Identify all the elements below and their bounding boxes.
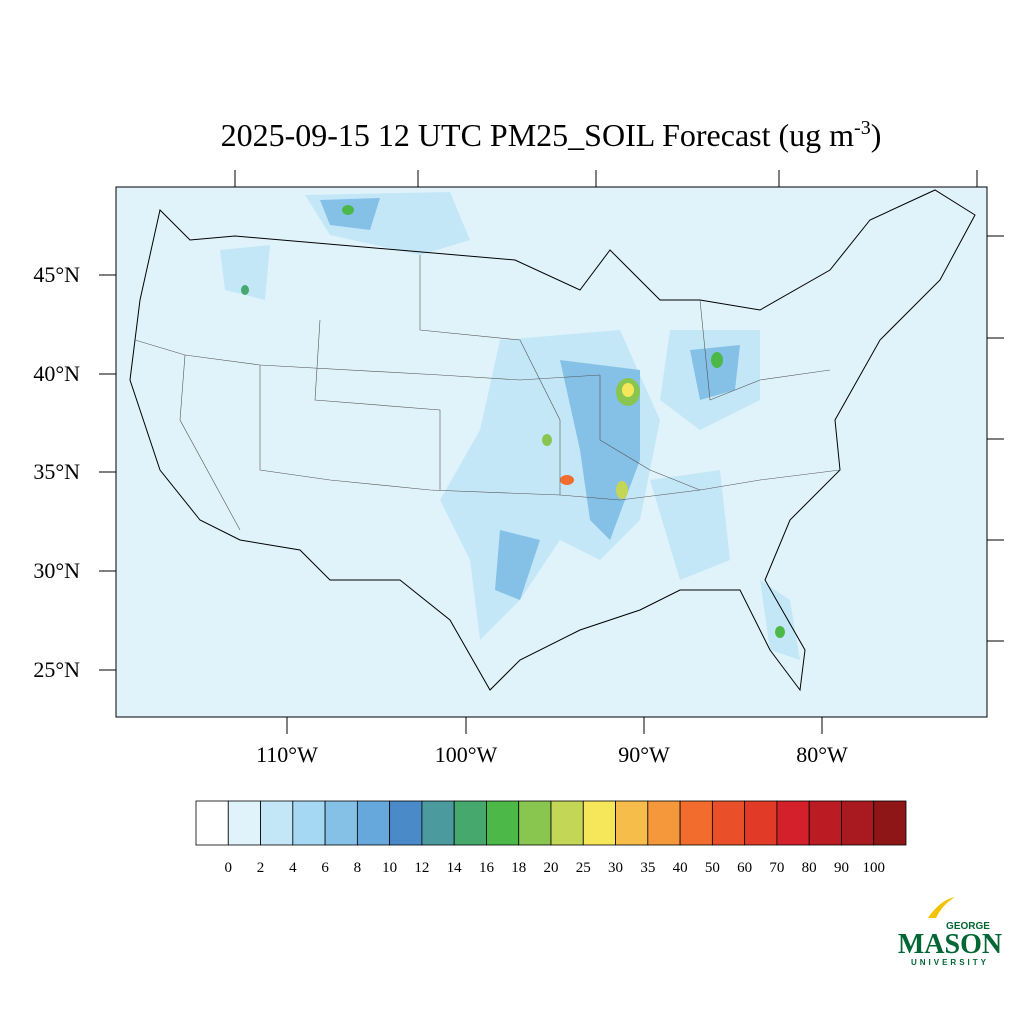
latitude-label: 25°N [33,657,80,682]
colorbar-label: 80 [802,860,817,876]
colorbar-label: 0 [225,860,233,876]
map [99,170,1004,734]
colorbar-label: 18 [511,860,526,876]
longitude-label: 80°W [796,742,848,767]
colorbar-label: 35 [640,860,655,876]
colorbar-box [195,800,229,846]
colorbar-box [873,800,907,846]
title-close: ) [871,117,882,153]
colorbar-box [582,800,616,846]
colorbar-box [679,800,713,846]
colorbar-box [292,800,326,846]
colorbar-label: 40 [673,860,688,876]
latitude-label: 45°N [33,262,80,287]
colorbar-label: 14 [447,860,463,876]
colorbar-box [260,800,294,846]
logo: GEORGE MASON UNIVERSITY [898,897,1002,967]
latitude-label: 35°N [33,459,80,484]
state-borders [134,255,841,531]
coastline [129,189,976,692]
colorbar-box [711,800,746,846]
logo-line1: GEORGE [946,921,990,932]
title: 2025-09-15 12 UTC PM25_SOIL Forecast (ug… [221,117,882,153]
colorbar-box [227,800,261,846]
longitude-label: 100°W [435,742,498,767]
colorbar-label: 50 [705,860,720,876]
frame-ticks [99,170,1004,734]
colorbar-label: 60 [737,860,752,876]
colorbar-label: 30 [608,860,623,876]
colorbar-label: 4 [289,860,297,876]
latitude-label: 30°N [33,558,80,583]
colorbar-box [356,800,391,846]
colorbar-box [550,800,584,846]
colorbar-label: 12 [414,860,429,876]
colorbar-label: 100 [862,860,885,876]
colorbar-label: 2 [257,860,265,876]
colorbar-box [615,800,649,846]
longitude-label: 90°W [618,742,670,767]
colorbar-label: 20 [544,860,559,876]
title-superscript: -3 [854,117,871,139]
colorbar-label: 25 [576,860,591,876]
colorbar-label: 10 [382,860,397,876]
longitude-label: 110°W [256,742,318,767]
colorbar-box [808,800,842,846]
colorbar: 0 2 4 6 8 10 12 14 16 18 20 25 30 35 40 50 60 70 80 90 100 [195,800,907,876]
colorbar-box [776,800,810,846]
colorbar-label: 90 [834,860,849,876]
colorbar-box [421,800,455,846]
title-main: 2025-09-15 12 UTC PM25_SOIL Forecast (ug… [221,117,855,153]
colorbar-label: 16 [479,860,495,876]
colorbar-label: 6 [321,860,329,876]
colorbar-box [389,800,423,846]
colorbar-label: 70 [769,860,784,876]
colorbar-box [841,800,875,846]
colorbar-box [324,800,358,846]
colorbar-box [486,800,520,846]
colorbar-box [453,800,487,846]
latitude-label: 40°N [33,361,80,386]
colorbar-label: 8 [354,860,362,876]
logo-line3: UNIVERSITY [911,958,989,967]
colorbar-box [647,800,681,846]
axis-labels: 45°N 40°N 35°N 30°N 25°N 110°W 100°W 90°W 80°W [33,262,848,767]
colorbar-box [518,800,552,846]
logo-swoosh [928,897,955,918]
hotspots [241,205,785,638]
colorbar-box [744,800,778,846]
map-frame [115,186,988,718]
logo-line2: MASON [898,929,1002,960]
